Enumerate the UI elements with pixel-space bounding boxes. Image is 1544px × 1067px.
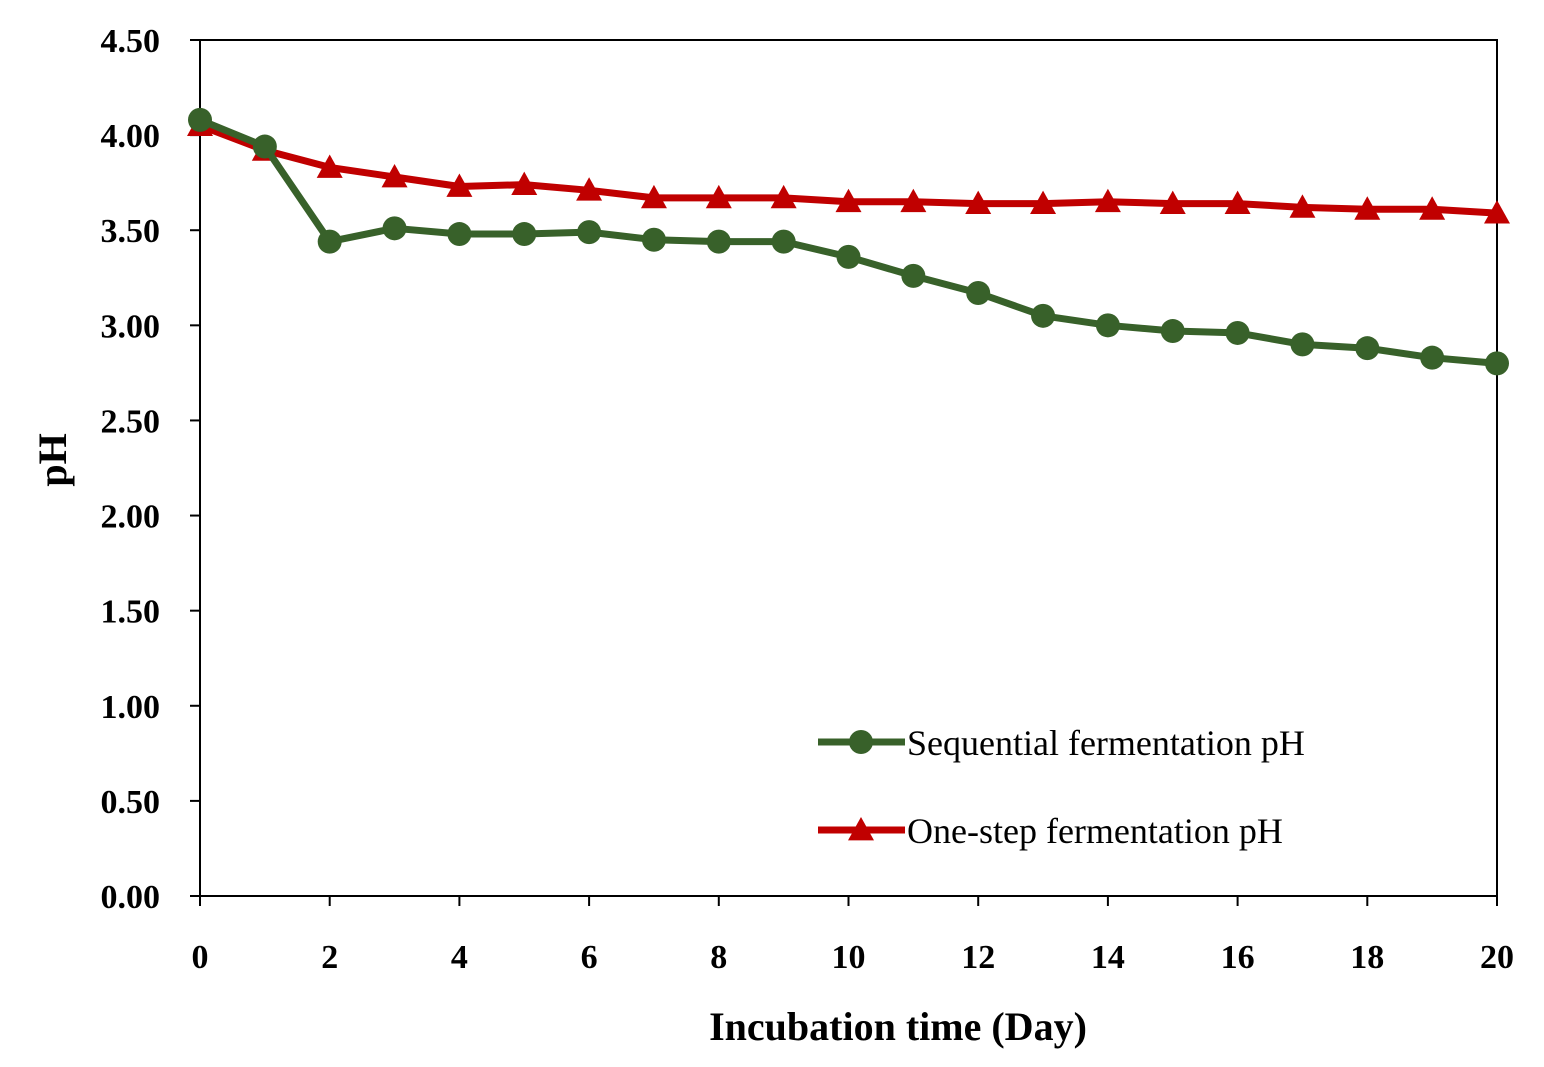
data-point-sequential xyxy=(447,222,472,247)
y-tick-label: 0.00 xyxy=(101,879,161,916)
data-point-one-step xyxy=(900,188,927,213)
y-tick-label: 4.00 xyxy=(101,118,161,155)
data-point-one-step xyxy=(446,173,473,197)
data-point-sequential xyxy=(1160,319,1185,344)
data-point-one-step xyxy=(1484,200,1510,224)
legend-label-sequential: Sequential fermentation pH xyxy=(907,723,1305,763)
legend-label-one-step: One-step fermentation pH xyxy=(907,811,1283,851)
x-tick-label: 20 xyxy=(1480,939,1514,976)
data-point-one-step xyxy=(965,190,992,214)
y-tick-label: 2.00 xyxy=(101,499,161,536)
data-point-sequential xyxy=(836,244,861,269)
data-point-one-step xyxy=(640,184,667,209)
series-sequential xyxy=(188,107,1509,376)
data-point-sequential xyxy=(382,216,407,241)
data-point-one-step xyxy=(1354,196,1381,220)
x-tick-label: 0 xyxy=(192,939,209,976)
data-point-sequential xyxy=(317,229,342,254)
x-tick-label: 8 xyxy=(710,939,727,976)
x-tick-label: 18 xyxy=(1350,939,1384,976)
data-point-sequential xyxy=(1420,345,1445,370)
data-point-sequential xyxy=(1290,332,1315,357)
data-point-one-step xyxy=(576,177,603,201)
x-tick-label: 16 xyxy=(1221,939,1255,976)
data-point-sequential xyxy=(577,220,602,245)
data-point-sequential xyxy=(188,107,212,132)
series-line-sequential xyxy=(198,116,1498,367)
y-axis-ticks: 0.00 0.50 1.00 1.50 2.00 2.50 3.00 3.50 4.00 4.50 xyxy=(101,23,200,916)
x-axis-ticks: 0 2 4 6 8 10 12 14 16 18 20 xyxy=(192,896,1514,976)
data-point-sequential xyxy=(901,263,926,288)
data-point-one-step xyxy=(835,188,862,213)
y-tick-label: 1.50 xyxy=(101,594,161,631)
data-point-sequential xyxy=(1031,303,1056,328)
data-point-one-step xyxy=(770,184,797,209)
legend-marker-sequential xyxy=(849,730,873,754)
y-tick-label: 4.50 xyxy=(101,23,161,60)
legend-marker-one-step xyxy=(848,817,874,841)
x-tick-label: 12 xyxy=(961,939,995,976)
data-point-one-step xyxy=(1159,190,1186,214)
x-tick-label: 2 xyxy=(321,939,338,976)
data-point-sequential xyxy=(1095,313,1120,338)
y-tick-label: 3.00 xyxy=(101,308,161,345)
x-tick-label: 14 xyxy=(1091,939,1125,976)
data-point-sequential xyxy=(252,134,277,159)
data-point-one-step xyxy=(1419,196,1446,220)
y-tick-label: 2.50 xyxy=(101,403,161,440)
data-point-one-step xyxy=(1094,188,1121,213)
data-point-sequential xyxy=(706,229,731,254)
x-tick-label: 10 xyxy=(832,939,866,976)
data-point-one-step xyxy=(381,163,408,188)
legend: Sequential fermentation pH One-step ferm… xyxy=(818,723,1305,851)
data-point-one-step xyxy=(1289,194,1316,218)
data-point-sequential xyxy=(1485,351,1509,376)
y-axis-title: pH xyxy=(30,433,75,486)
x-tick-label: 4 xyxy=(451,939,468,976)
data-point-sequential xyxy=(1355,336,1380,361)
y-tick-label: 0.50 xyxy=(101,784,161,821)
y-tick-label: 3.50 xyxy=(101,213,161,250)
series-one-step xyxy=(187,112,1510,224)
data-point-sequential xyxy=(1225,320,1250,345)
y-tick-label: 1.00 xyxy=(101,689,161,726)
data-point-one-step xyxy=(511,171,538,195)
data-point-sequential xyxy=(641,227,666,252)
data-point-one-step xyxy=(1030,190,1057,214)
data-point-one-step xyxy=(316,154,343,178)
data-point-sequential xyxy=(512,222,537,247)
x-tick-label: 6 xyxy=(581,939,598,976)
data-point-one-step xyxy=(705,184,732,209)
data-point-sequential xyxy=(966,280,991,305)
x-axis-title: Incubation time (Day) xyxy=(709,1004,1087,1049)
data-point-sequential xyxy=(771,229,796,254)
series-layer xyxy=(187,107,1510,376)
data-point-one-step xyxy=(1224,190,1251,214)
